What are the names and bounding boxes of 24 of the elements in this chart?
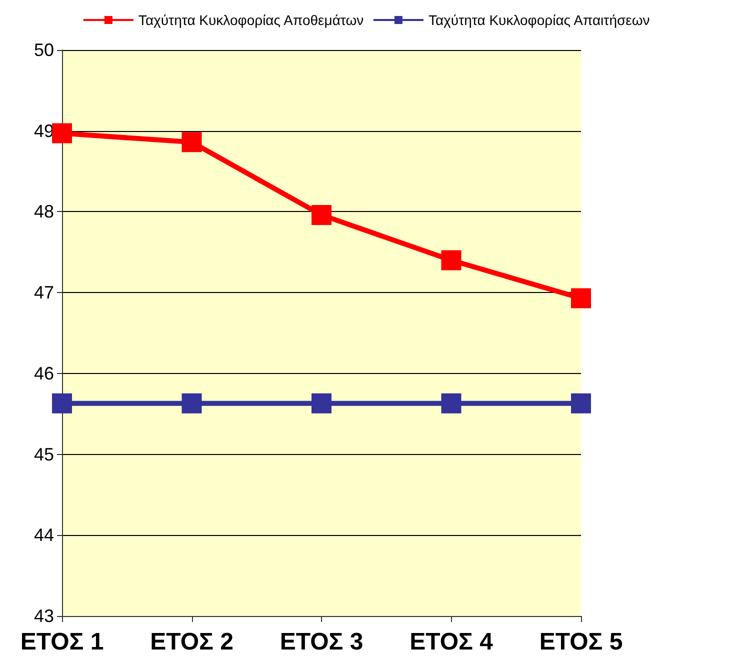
y-tick-label: 46 (34, 363, 54, 384)
point (571, 393, 591, 414)
y-tick-label: 43 (34, 606, 54, 626)
x-tick-label: ΕΤΟΣ 4 (410, 628, 494, 656)
point (182, 132, 202, 152)
point (312, 393, 332, 414)
y-tick-label: 47 (34, 282, 54, 303)
point (312, 204, 332, 225)
point (441, 393, 462, 414)
y-tick-label: 48 (34, 202, 54, 222)
point (52, 123, 72, 144)
y-tick-label: 44 (34, 525, 54, 546)
y-tick-label: 45 (34, 444, 54, 464)
point (182, 393, 202, 414)
point (441, 250, 462, 270)
point (52, 393, 72, 414)
y-tick-label: 50 (34, 40, 54, 60)
x-tick-label: ΕΤΟΣ 5 (539, 628, 623, 656)
x-tick-label: ΕΤΟΣ 1 (20, 628, 104, 656)
x-tick-label: ΕΤΟΣ 2 (150, 628, 234, 656)
legend-label: Ταχύτητα Κυκλοφορίας Απαιτήσεων (428, 12, 650, 28)
point (571, 288, 591, 308)
x-tick-label: ΕΤΟΣ 3 (280, 628, 364, 656)
legend-label: Ταχύτητα Κυκλοφορίας Αποθεμάτων (138, 12, 364, 28)
